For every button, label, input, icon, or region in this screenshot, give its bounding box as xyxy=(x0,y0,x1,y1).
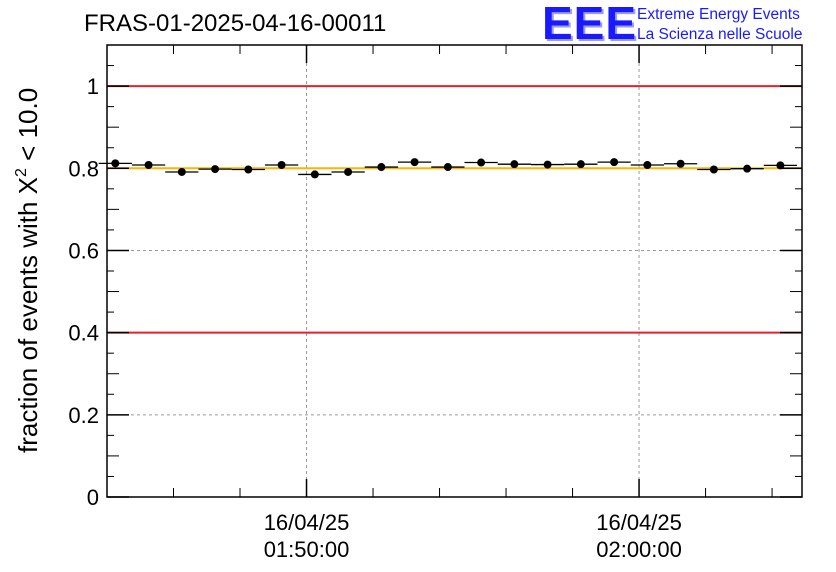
x-tick-date: 16/04/25 xyxy=(596,510,682,535)
grid-lines xyxy=(107,45,802,497)
data-point xyxy=(144,160,153,169)
data-point xyxy=(310,170,319,179)
y-tick-label: 0 xyxy=(87,485,99,510)
x-tick-time: 02:00:00 xyxy=(596,537,682,562)
data-point xyxy=(344,167,353,176)
chart-title: FRAS-01-2025-04-16-00011 xyxy=(84,10,387,37)
y-tick-label: 1 xyxy=(87,74,99,99)
y-tick-label: 0.8 xyxy=(68,156,99,181)
plot-frame xyxy=(106,44,803,498)
data-point xyxy=(743,164,752,173)
data-point xyxy=(776,161,785,170)
x-tick-date: 16/04/25 xyxy=(264,510,350,535)
data-point xyxy=(177,167,186,176)
y-tick-label: 0.6 xyxy=(68,238,99,263)
data-point xyxy=(610,158,619,167)
eee-logo: EEE Extreme Energy Events La Scienza nel… xyxy=(542,0,832,49)
data-point xyxy=(477,158,486,167)
y-tick-label: 0.4 xyxy=(68,321,99,346)
data-point xyxy=(410,158,419,167)
data-point xyxy=(709,165,718,174)
data-points xyxy=(98,158,798,179)
y-axis-title-exponent: 2 xyxy=(13,168,30,177)
data-point xyxy=(277,160,286,169)
data-point xyxy=(111,159,120,168)
data-point xyxy=(211,165,220,174)
reference-lines xyxy=(107,85,802,334)
data-point xyxy=(244,165,253,174)
axis-ticks xyxy=(106,45,802,498)
y-axis-title-symbol: X xyxy=(13,177,43,194)
logo-line1: Extreme Energy Events xyxy=(637,6,800,23)
data-point xyxy=(510,160,519,169)
y-axis-title-prefix: fraction of events with xyxy=(13,194,43,453)
data-point xyxy=(443,163,452,172)
y-axis-title-suffix: < 10.0 xyxy=(13,88,43,168)
data-point xyxy=(676,159,685,168)
x-tick-time: 01:50:00 xyxy=(264,537,350,562)
y-axis-title: fraction of events with X2 < 10.0 xyxy=(13,88,43,453)
data-point xyxy=(543,160,552,169)
y-tick-label: 0.2 xyxy=(68,403,99,428)
data-point xyxy=(377,163,386,172)
logo-mark: EEE xyxy=(542,0,638,49)
data-point xyxy=(643,160,652,169)
y-tick-labels: 0 0.2 0.4 0.6 0.8 1 xyxy=(68,74,99,510)
logo-line2: La Scienza nelle Scuole xyxy=(637,26,803,43)
data-point xyxy=(576,160,585,169)
